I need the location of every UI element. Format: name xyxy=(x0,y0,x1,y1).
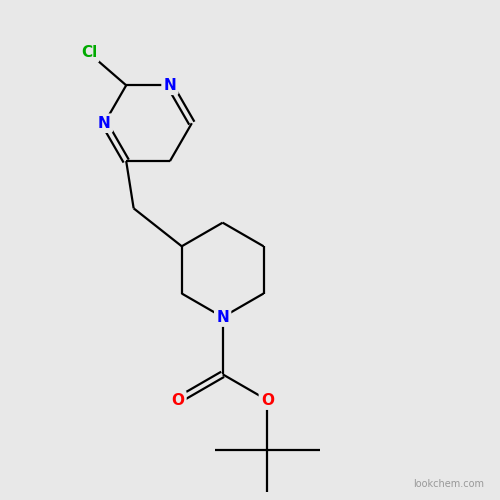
Text: O: O xyxy=(261,392,274,407)
Text: lookchem.com: lookchem.com xyxy=(412,478,484,488)
Text: O: O xyxy=(172,392,184,407)
Text: N: N xyxy=(164,78,176,93)
Text: N: N xyxy=(216,310,229,324)
Text: Cl: Cl xyxy=(81,46,97,60)
Text: N: N xyxy=(98,116,110,130)
